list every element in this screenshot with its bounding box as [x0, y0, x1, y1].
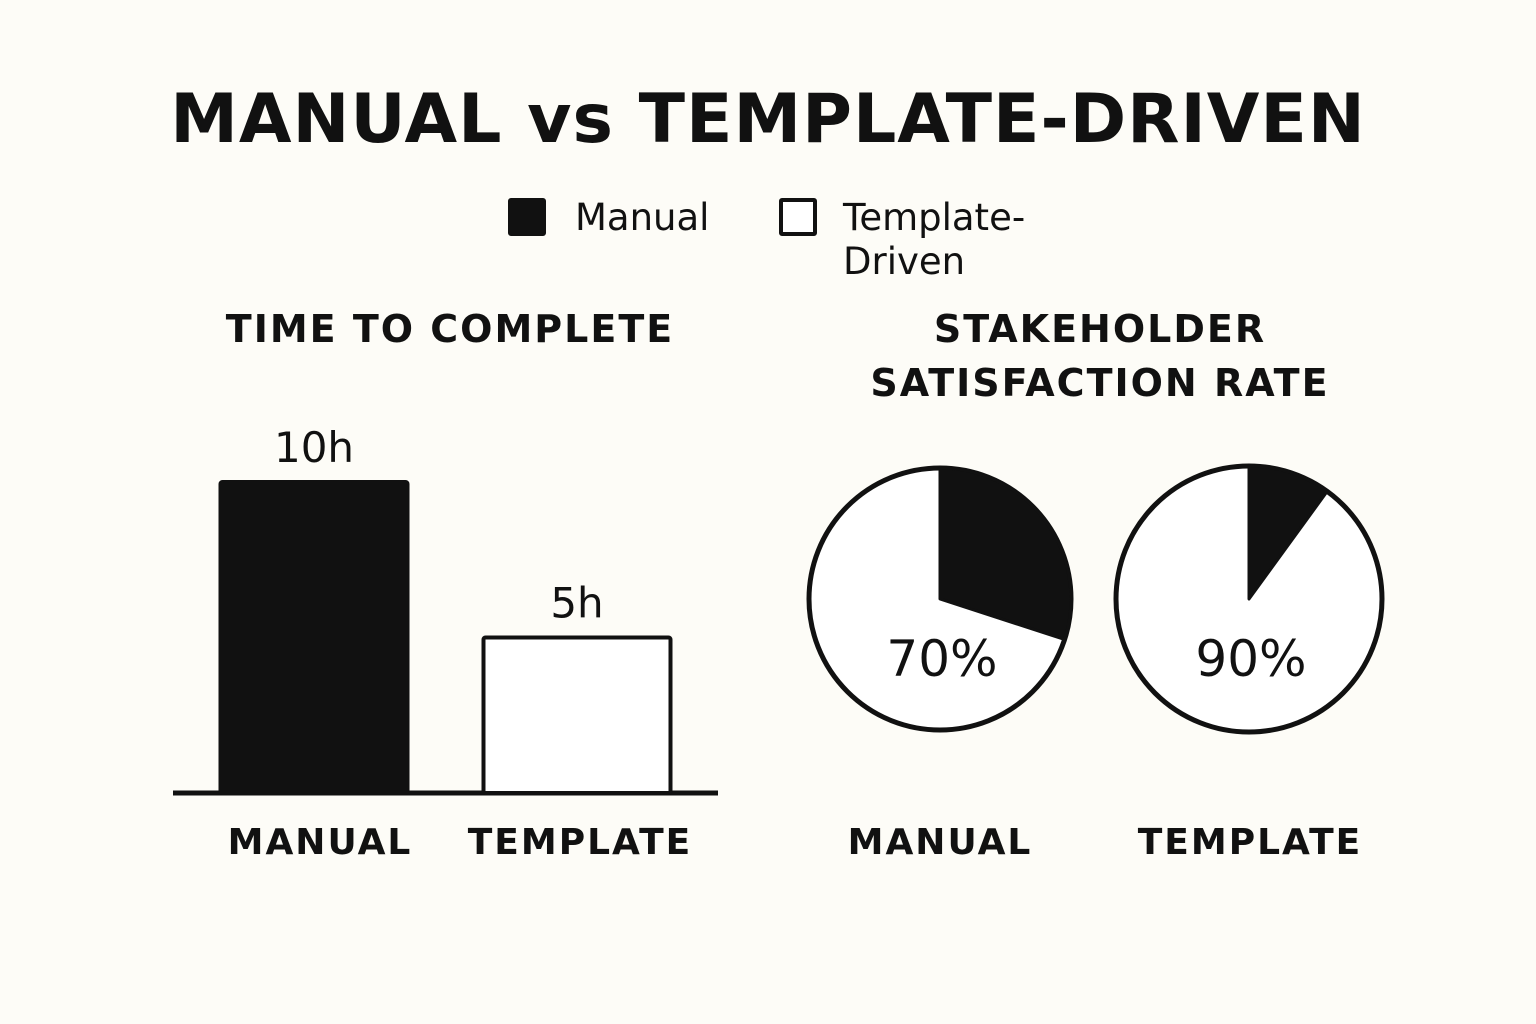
- pie-chart: 70% 90%: [806, 463, 1385, 735]
- bar-category-label-template: TEMPLATE: [467, 822, 693, 863]
- bar-chart: 10h 5h: [173, 423, 718, 796]
- pie-category-label-template: TEMPLATE: [1137, 822, 1363, 863]
- bar-manual: [218, 480, 410, 795]
- pie-chart-title-line-2: SATISFACTION RATE: [870, 361, 1330, 405]
- bar-value-label-template: 5h: [550, 579, 603, 628]
- bar-template: [481, 635, 673, 795]
- pie-value-label-template: 90%: [1195, 630, 1306, 688]
- legend-swatch-manual: [508, 198, 546, 236]
- legend-swatch-template: [779, 198, 817, 236]
- bar-chart-title: TIME TO COMPLETE: [225, 307, 675, 351]
- bar-category-label-manual: MANUAL: [227, 822, 413, 863]
- pie-slice-template: [1247, 464, 1329, 601]
- legend-label-template: Template-Driven: [843, 196, 1026, 283]
- bar-value-label-manual: 10h: [274, 423, 354, 472]
- chart-title: MANUAL vs TEMPLATE-DRIVEN: [170, 80, 1366, 159]
- pie-chart-title-line-1: STAKEHOLDER: [933, 307, 1267, 351]
- pie-value-label-manual: 70%: [886, 630, 997, 688]
- legend-label-manual: Manual: [575, 196, 710, 239]
- pie-slice-manual: [938, 466, 1073, 641]
- pie-category-label-manual: MANUAL: [847, 822, 1033, 863]
